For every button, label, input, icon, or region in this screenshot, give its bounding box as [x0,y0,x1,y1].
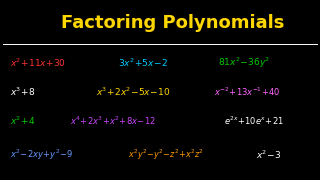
Text: $x^3\!+\!8$: $x^3\!+\!8$ [10,86,35,98]
Text: $x^2y^2\!-\!y^2\!-\!z^2\!+\!x^2z^2$: $x^2y^2\!-\!y^2\!-\!z^2\!+\!x^2z^2$ [128,148,204,162]
Text: $x^4\!+\!2x^3\!+\!x^2\!+\!8x\!-\!12$: $x^4\!+\!2x^3\!+\!x^2\!+\!8x\!-\!12$ [70,114,156,127]
Text: $3x^2\!+\!5x\!-\!2$: $3x^2\!+\!5x\!-\!2$ [118,57,168,69]
Text: $x^2\!+\!11x\!+\!30$: $x^2\!+\!11x\!+\!30$ [10,57,66,69]
Text: $x^2\!-\!2xy\!+\!y^2\!-\!9$: $x^2\!-\!2xy\!+\!y^2\!-\!9$ [10,148,73,162]
Text: $x^2\!-\!3$: $x^2\!-\!3$ [256,149,281,161]
Text: $81x^2\!-\!36y^2$: $81x^2\!-\!36y^2$ [218,56,270,70]
Text: $x^3\!+\!2x^2\!-\!5x\!-\!10$: $x^3\!+\!2x^2\!-\!5x\!-\!10$ [96,86,170,98]
Text: $x^{-2}\!+\!13x^{-1}\!+\!40$: $x^{-2}\!+\!13x^{-1}\!+\!40$ [214,86,281,98]
Text: $e^{2x}\!+\!10e^{x}\!+\!21$: $e^{2x}\!+\!10e^{x}\!+\!21$ [224,114,284,127]
Text: Factoring Polynomials: Factoring Polynomials [61,14,284,32]
Text: $x^2\!+\!4$: $x^2\!+\!4$ [10,114,35,127]
